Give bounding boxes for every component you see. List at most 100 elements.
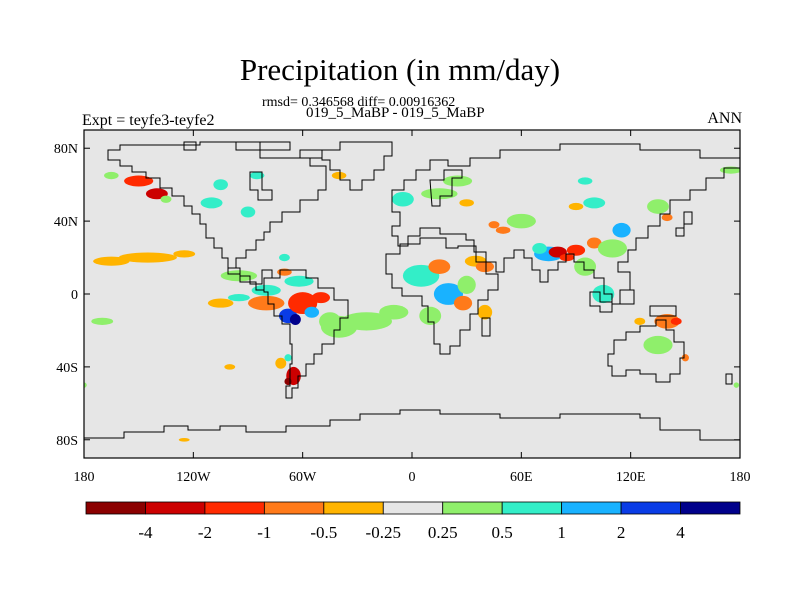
precip-patch bbox=[428, 259, 451, 274]
precip-patch bbox=[612, 222, 631, 238]
lon-tick-label: 120E bbox=[616, 470, 646, 485]
coastline-new-zealand bbox=[725, 373, 733, 385]
lon-tick-label: 120W bbox=[176, 470, 211, 485]
precip-patch bbox=[459, 199, 474, 207]
precip-patch bbox=[249, 171, 265, 180]
precip-patch bbox=[104, 171, 119, 180]
experiment-label: Expt = teyfe3-teyfe2 bbox=[82, 112, 215, 129]
coastline-sumatra bbox=[589, 291, 613, 313]
precip-patch bbox=[634, 317, 646, 325]
precip-patch bbox=[475, 261, 494, 273]
lon-tick-label: 180 bbox=[730, 470, 751, 485]
colorbar-swatch bbox=[323, 501, 384, 515]
precip-patch bbox=[391, 191, 414, 207]
precip-patch bbox=[670, 317, 682, 325]
precip-patch bbox=[304, 306, 320, 318]
lon-tick-label: 60W bbox=[289, 470, 317, 485]
lat-tick-label: 80S bbox=[56, 434, 78, 449]
precip-patch bbox=[124, 175, 154, 187]
figure-title: Precipitation (in mm/day) bbox=[239, 52, 561, 87]
precip-patch bbox=[340, 312, 392, 331]
lon-tick-label: 60E bbox=[510, 470, 533, 485]
precip-patch bbox=[506, 213, 536, 229]
colorbar-label: 1 bbox=[557, 523, 566, 542]
precip-patch bbox=[227, 294, 250, 302]
colorbar-label: -0.5 bbox=[310, 523, 337, 542]
precip-patch bbox=[284, 275, 314, 287]
precip-patch bbox=[495, 226, 511, 234]
precip-patch bbox=[284, 377, 292, 386]
coastline-new-guinea bbox=[649, 305, 677, 317]
precip-patch bbox=[240, 206, 256, 218]
precip-patch bbox=[592, 284, 615, 304]
colorbar-label: 2 bbox=[617, 523, 626, 542]
coastline-africa bbox=[385, 237, 499, 355]
colorbar-label: -4 bbox=[138, 523, 153, 542]
colorbar-label: 4 bbox=[676, 523, 685, 542]
coastline-madagascar bbox=[481, 317, 491, 337]
precip-patch bbox=[568, 202, 584, 211]
precip-patch bbox=[311, 292, 330, 304]
precip-patch bbox=[457, 275, 476, 294]
map-axes: 180 120W 60W 0 60E 120E 180 80N 40N 0 40S 80S bbox=[54, 130, 751, 485]
lat-tick-label: 40S bbox=[56, 361, 78, 376]
coastline-eurasia bbox=[391, 143, 740, 305]
precip-patch bbox=[421, 188, 458, 200]
map-background bbox=[84, 130, 740, 458]
precip-patch bbox=[213, 179, 228, 191]
precip-patch bbox=[597, 239, 628, 258]
colorbar-swatch bbox=[263, 501, 325, 515]
precip-patch bbox=[654, 314, 680, 329]
precip-patch bbox=[91, 317, 114, 325]
precip-patch bbox=[477, 304, 493, 320]
colorbar-label: 0.5 bbox=[492, 523, 513, 542]
precip-patch bbox=[574, 257, 597, 276]
precip-patch bbox=[289, 314, 301, 325]
coastline-borneo bbox=[619, 289, 635, 305]
precip-patch bbox=[84, 382, 87, 388]
precip-patch bbox=[284, 354, 292, 362]
coastline-scandinavia bbox=[429, 169, 463, 207]
precip-patch bbox=[173, 250, 196, 258]
precip-patch bbox=[559, 253, 575, 262]
colorbar-swatch bbox=[204, 501, 265, 515]
colorbar-swatch bbox=[382, 501, 444, 515]
colorbar-swatch bbox=[501, 501, 563, 515]
lon-tick-label: 180 bbox=[74, 470, 95, 485]
precip-patch bbox=[224, 364, 236, 370]
coastline-australia bbox=[607, 319, 685, 383]
precip-patch bbox=[643, 335, 673, 355]
precip-patch bbox=[577, 177, 593, 185]
colorbar-label: -0.25 bbox=[366, 523, 401, 542]
colorbar-label: -1 bbox=[257, 523, 271, 542]
lat-tick-label: 40N bbox=[54, 215, 78, 230]
precip-patch bbox=[419, 306, 442, 325]
precip-patch bbox=[586, 237, 602, 249]
precip-patch bbox=[200, 197, 223, 209]
precip-patch bbox=[532, 242, 547, 254]
colorbar-swatch bbox=[442, 501, 503, 515]
precip-patch bbox=[566, 244, 586, 256]
precip-patch bbox=[379, 304, 409, 320]
rmsd-diff-stats: rmsd= 0.346568 diff= 0.00916362 bbox=[262, 95, 456, 110]
precip-patch bbox=[583, 197, 606, 209]
colorbar-swatch bbox=[680, 501, 741, 515]
colorbar: -4 -2 -1 -0.5 -0.25 0.25 0.5 1 2 4 bbox=[85, 501, 741, 542]
precip-patch bbox=[207, 298, 234, 308]
lat-tick-label: 0 bbox=[71, 288, 78, 303]
precip-patch bbox=[178, 437, 190, 442]
precip-patch bbox=[220, 270, 258, 282]
season-label: ANN bbox=[707, 110, 742, 127]
colorbar-swatch bbox=[145, 501, 206, 515]
precip-patch bbox=[275, 357, 287, 369]
precip-patch bbox=[331, 171, 347, 180]
lon-tick-label: 0 bbox=[409, 470, 416, 485]
coastline-south-america bbox=[263, 269, 349, 399]
colorbar-swatch bbox=[85, 501, 146, 515]
coastline-greenland bbox=[321, 141, 393, 191]
colorbar-label: -2 bbox=[198, 523, 212, 542]
precip-patch bbox=[248, 295, 285, 311]
precip-patch bbox=[661, 213, 673, 222]
coastlines bbox=[84, 141, 740, 441]
